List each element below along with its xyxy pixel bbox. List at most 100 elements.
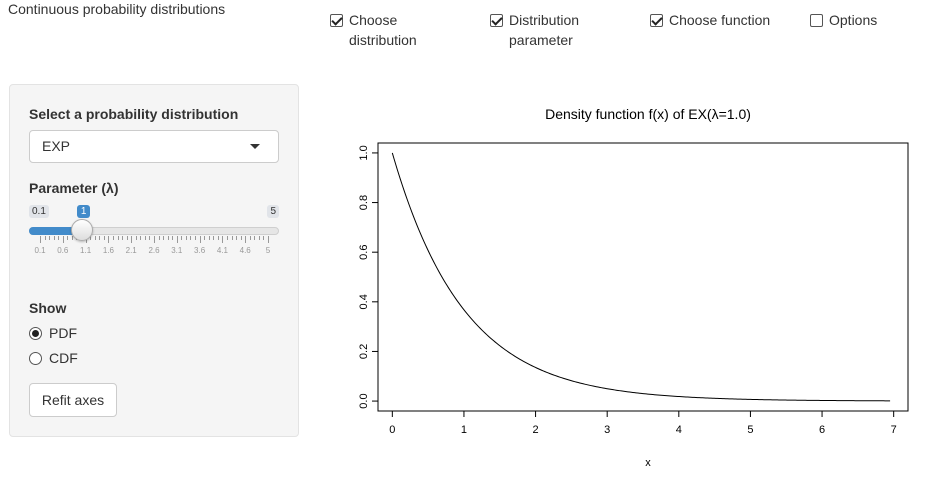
choose-distribution-checkbox[interactable]: Choose distribution [330, 10, 417, 50]
slider-tick [240, 236, 242, 240]
slider-tick [167, 236, 169, 240]
radio-checked-icon[interactable] [29, 326, 42, 340]
y-tick-label: 0.0 [358, 393, 370, 408]
slider-tick [236, 236, 238, 240]
slider-tick-label: 1.1 [80, 246, 92, 255]
y-tick-label: 0.4 [358, 294, 370, 309]
checkbox-checked-icon[interactable] [650, 14, 663, 27]
slider-tick [112, 236, 114, 240]
pdf-radio-option[interactable]: PDF [29, 325, 77, 341]
x-tick-label: 6 [819, 424, 825, 436]
x-tick-label: 7 [891, 424, 897, 436]
density-plot: Density function f(x) of EX(λ=1.0) 0 1 2 3 4… [358, 106, 909, 469]
pdf-radio-label: PDF [49, 325, 77, 341]
slider-tick [103, 236, 105, 240]
y-axis: 0.0 0.2 0.4 0.6 0.8 1.0 [358, 145, 378, 409]
slider-tick-label: 5 [265, 246, 271, 255]
slider-tick [131, 236, 133, 243]
slider-tick [185, 236, 187, 240]
slider-tick-label: 3.6 [194, 246, 206, 255]
slider-tick-label: 1.6 [102, 246, 114, 255]
x-tick-label: 3 [604, 424, 610, 436]
distribution-parameter-label: Distribution parameter [509, 12, 580, 48]
checkbox-unchecked-icon[interactable] [810, 14, 823, 27]
slider-tick-label: 2.1 [125, 246, 137, 255]
x-axis-label: x [645, 457, 651, 469]
slider-tick [231, 236, 233, 240]
radio-unchecked-icon[interactable] [29, 351, 42, 365]
slider-fill [29, 227, 82, 235]
slider-tick [263, 236, 265, 240]
slider-tick [99, 236, 101, 240]
slider-tick [213, 236, 215, 240]
slider-min-label: 0.1 [29, 205, 49, 218]
x-tick-label: 2 [533, 424, 539, 436]
plot-title: Density function f(x) of EX(λ=1.0) [545, 106, 751, 122]
slider-tick [49, 236, 51, 240]
checkbox-checked-icon[interactable] [330, 14, 343, 27]
slider-tick [40, 236, 41, 243]
slider-tick [190, 236, 192, 240]
app-title: Continuous probability distributions [8, 1, 226, 17]
distribution-select[interactable]: EXP [29, 130, 279, 163]
parameter-label: Parameter (λ) [29, 180, 119, 196]
slider-tick [71, 236, 73, 240]
show-label: Show [29, 300, 67, 316]
slider-tick [176, 236, 178, 243]
y-tick-label: 0.2 [358, 344, 370, 359]
slider-tick [199, 236, 201, 243]
slider-tick [44, 236, 46, 240]
distribution-select-value: EXP [42, 138, 71, 154]
slider-tick-label: 3.1 [171, 246, 183, 255]
slider-tick [126, 236, 128, 240]
checkbox-checked-icon[interactable] [490, 14, 503, 27]
slider-tick-label: 4.1 [216, 246, 228, 255]
slider-tick [67, 236, 69, 240]
y-tick-label: 0.6 [358, 245, 370, 260]
slider-tick-label: 0.1 [34, 246, 46, 255]
slider-value-label: 1 [76, 205, 91, 218]
slider-tick [258, 236, 260, 240]
refit-axes-button[interactable]: Refit axes [29, 383, 117, 417]
slider-tick [117, 236, 119, 240]
density-curve [391, 152, 891, 402]
slider-tick [140, 236, 142, 240]
slider-tick [172, 236, 174, 240]
x-tick-label: 4 [676, 424, 682, 436]
options-checkbox[interactable]: Options [810, 10, 877, 30]
choose-function-label: Choose function [669, 12, 771, 28]
slider-tick [226, 236, 228, 240]
distribution-parameter-checkbox[interactable]: Distribution parameter [490, 10, 579, 50]
slider-tick [158, 236, 160, 240]
slider-tick [149, 236, 151, 240]
slider-tick [195, 236, 197, 240]
x-tick-label: 0 [389, 424, 395, 436]
slider-tick [249, 236, 251, 240]
slider-max-label: 5 [267, 205, 279, 218]
x-axis: 0 1 2 3 4 5 6 7 [389, 411, 897, 436]
slider-tick [144, 236, 146, 240]
distribution-select-label: Select a probability distribution [29, 106, 239, 122]
y-tick-label: 0.8 [358, 195, 370, 210]
slider-tick [181, 236, 183, 240]
sidebar-panel: Select a probability distribution EXP Pa… [9, 84, 299, 437]
x-tick-label: 1 [461, 424, 467, 436]
y-tick-label: 1.0 [358, 145, 370, 160]
slider-tick [62, 236, 64, 243]
slider-tick [245, 236, 247, 243]
caret-down-icon [250, 144, 260, 149]
plot-frame [377, 142, 909, 412]
cdf-radio-label: CDF [49, 350, 78, 366]
slider-tick [58, 236, 60, 240]
cdf-radio-option[interactable]: CDF [29, 350, 78, 366]
slider-tick-label: 2.6 [148, 246, 160, 255]
x-tick-label: 5 [747, 424, 753, 436]
slider-tick [204, 236, 206, 240]
slider-tick [268, 236, 269, 243]
options-label: Options [829, 12, 878, 28]
choose-function-checkbox[interactable]: Choose function [650, 10, 770, 30]
slider-tick [254, 236, 256, 240]
parameter-slider[interactable]: 0.1 5 1 0.1 0.6 1.1 1.6 2.1 2.6 3.1 3.6 4.1 4.6 5 [29, 203, 279, 263]
slider-tick-label: 0.6 [57, 246, 69, 255]
slider-handle[interactable] [70, 219, 93, 241]
